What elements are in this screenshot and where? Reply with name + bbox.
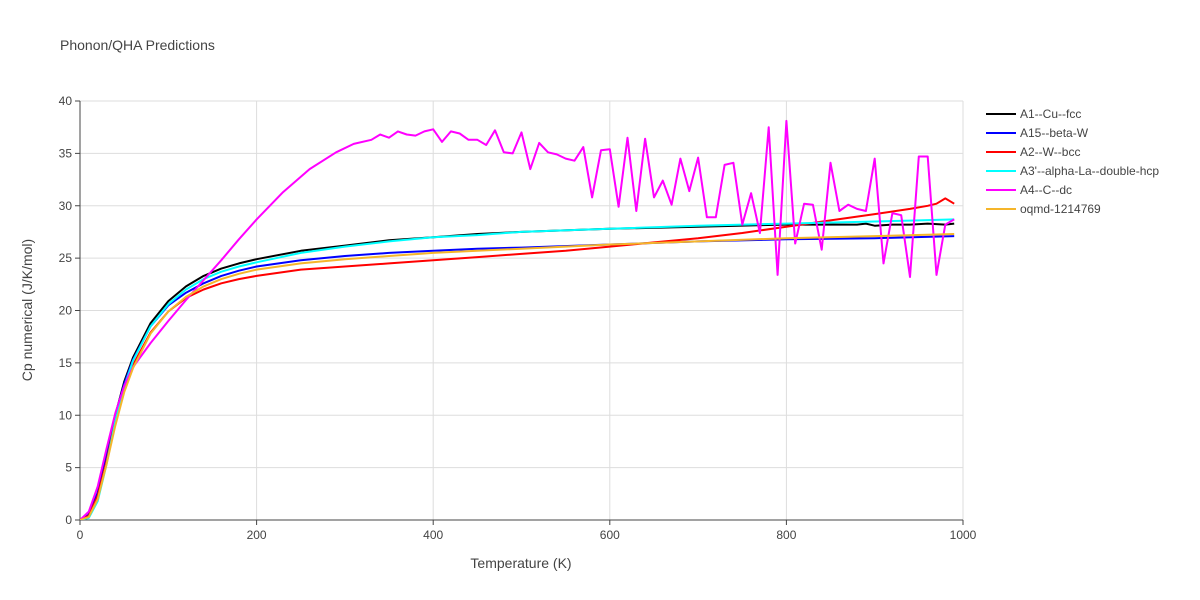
- legend-item[interactable]: A15--beta-W: [986, 126, 1089, 140]
- x-axis-title: Temperature (K): [470, 555, 571, 571]
- series-line-0: [80, 222, 955, 520]
- grid: [80, 100, 964, 520]
- legend-label: A15--beta-W: [1020, 126, 1089, 140]
- x-tick-label: 600: [600, 528, 620, 542]
- legend-item[interactable]: A1--Cu--fcc: [986, 107, 1081, 121]
- series-line-1: [80, 235, 955, 520]
- series-line-2: [80, 197, 955, 520]
- y-tick-label: 5: [65, 461, 72, 475]
- legend-item[interactable]: A2--W--bcc: [986, 145, 1080, 159]
- y-axis-title: Cp numerical (J/K/mol): [19, 239, 35, 381]
- x-tick-label: 200: [247, 528, 267, 542]
- legend-item[interactable]: oqmd-1214769: [986, 202, 1101, 216]
- y-tick-label: 10: [59, 408, 73, 422]
- x-tick-label: 0: [77, 528, 84, 542]
- x-tick-label: 400: [423, 528, 443, 542]
- legend-label: A1--Cu--fcc: [1020, 107, 1081, 121]
- y-tick-label: 20: [59, 304, 73, 318]
- legend-label: A4--C--dc: [1020, 183, 1072, 197]
- plot-area: [80, 119, 955, 520]
- y-tick-label: 40: [59, 94, 73, 108]
- x-tick-label: 1000: [950, 528, 977, 542]
- x-tick-label: 800: [776, 528, 796, 542]
- axes: 0 200 400 600 800 1000 0 5 10 15 20 25 30 35 40: [59, 94, 977, 542]
- legend-item[interactable]: A3'--alpha-La--double-hcp: [986, 164, 1159, 178]
- legend-label: A3'--alpha-La--double-hcp: [1020, 164, 1159, 178]
- y-tick-label: 25: [59, 251, 73, 265]
- series-line-3: [80, 218, 955, 520]
- legend-item[interactable]: A4--C--dc: [986, 183, 1072, 197]
- y-tick-label: 30: [59, 199, 73, 213]
- series-line-4: [80, 119, 955, 520]
- legend[interactable]: A1--Cu--fcc A15--beta-W A2--W--bcc A3'--alp…: [986, 107, 1159, 216]
- y-tick-label: 35: [59, 146, 73, 160]
- legend-label: A2--W--bcc: [1020, 145, 1080, 159]
- y-tick-label: 0: [65, 513, 72, 527]
- chart-title: Phonon/QHA Predictions: [60, 37, 215, 53]
- series-line-5: [80, 233, 955, 520]
- legend-label: oqmd-1214769: [1020, 202, 1101, 216]
- y-tick-label: 15: [59, 356, 73, 370]
